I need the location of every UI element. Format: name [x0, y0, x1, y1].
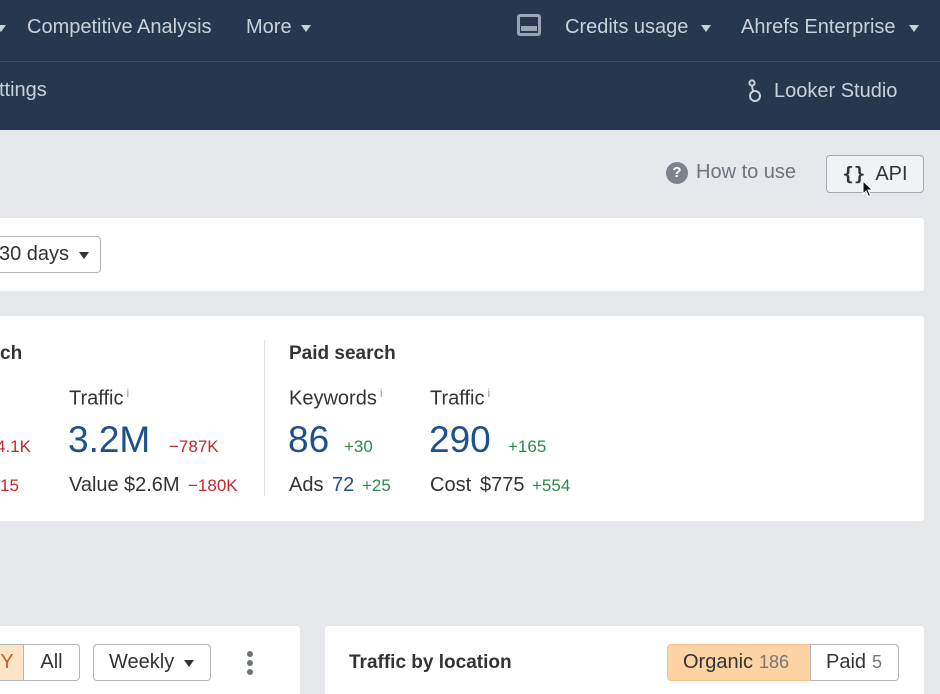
- nav-more-menu[interactable]: More: [246, 14, 311, 40]
- how-to-use-link[interactable]: ? How to use: [666, 161, 796, 184]
- looker-studio-icon: [748, 79, 761, 102]
- nav-more-label: More: [246, 15, 292, 38]
- section-divider: [264, 340, 265, 496]
- paid-traffic-label-text: Traffic: [430, 387, 485, 410]
- organic-traffic-delta: −787K: [169, 437, 219, 456]
- subnav-settings[interactable]: ttings: [0, 79, 47, 102]
- looker-studio-link[interactable]: Looker Studio: [746, 79, 897, 103]
- paid-traffic-delta: +165: [508, 437, 547, 456]
- chevron-down-icon: [701, 24, 712, 32]
- paid-cost-delta: +554: [532, 476, 571, 495]
- account-label: Ahrefs Enterprise: [741, 15, 896, 38]
- chevron-down-icon: [184, 660, 195, 667]
- paid-keywords-label[interactable]: Keywords i: [289, 386, 382, 411]
- organic-toggle[interactable]: Organic 186: [667, 644, 811, 681]
- looker-studio-label: Looker Studio: [774, 79, 898, 102]
- organic-value-label: Value: [69, 474, 119, 496]
- organic-traffic-label-text: Traffic: [69, 387, 124, 410]
- credits-usage-menu[interactable]: Credits usage: [565, 14, 712, 40]
- metrics-card: [0, 316, 924, 521]
- filter-bar: [0, 218, 924, 291]
- help-icon: ?: [666, 161, 688, 184]
- organic-toggle-count: 186: [759, 652, 790, 672]
- period-dropdown[interactable]: 30 days: [0, 236, 101, 273]
- chevron-down-icon: [300, 24, 311, 32]
- paid-toggle-label: Paid: [826, 651, 867, 673]
- paid-keywords-value[interactable]: 86: [288, 419, 330, 460]
- paid-keywords-delta: +30: [344, 437, 373, 456]
- info-icon[interactable]: i: [487, 386, 491, 400]
- paid-ads-delta: +25: [362, 476, 391, 495]
- organic-value-value: $2.6M: [124, 474, 180, 496]
- paid-search-title: Paid search: [289, 343, 396, 364]
- api-label: API: [875, 162, 908, 185]
- range-option-year[interactable]: Y: [0, 644, 24, 681]
- range-option-all[interactable]: All: [23, 644, 80, 681]
- api-button[interactable]: {} API: [826, 155, 924, 193]
- traffic-by-location-title: Traffic by location: [349, 652, 512, 673]
- paid-ads-label: Ads: [289, 474, 324, 496]
- organic-value-delta: −180K: [188, 476, 238, 495]
- info-icon[interactable]: i: [379, 386, 383, 400]
- subnav-settings-label: ttings: [0, 79, 47, 101]
- info-icon[interactable]: i: [126, 386, 130, 400]
- interval-label: Weekly: [109, 651, 175, 673]
- code-braces-icon: {}: [842, 163, 866, 185]
- sub-nav: ttings Looker Studio: [0, 62, 940, 130]
- organic-traffic-label[interactable]: Traffic i: [69, 386, 129, 411]
- chevron-down-icon: [79, 252, 90, 259]
- account-menu[interactable]: Ahrefs Enterprise: [741, 14, 919, 40]
- organic-keywords-delta: 4.1K: [0, 437, 31, 456]
- credits-usage-label: Credits usage: [565, 15, 689, 38]
- paid-cost-label: Cost: [430, 474, 472, 496]
- more-options-icon[interactable]: [246, 651, 254, 675]
- prev-menu-caret[interactable]: [0, 14, 6, 40]
- nav-competitive-analysis[interactable]: Competitive Analysis: [27, 14, 212, 40]
- top-nav: Competitive Analysis More Credits usage …: [0, 0, 940, 62]
- inbox-icon[interactable]: [517, 14, 541, 36]
- mouse-cursor-icon: [862, 180, 874, 198]
- paid-keywords-label-text: Keywords: [289, 387, 377, 410]
- how-to-use-label: How to use: [696, 161, 797, 183]
- period-label: 30 days: [0, 243, 70, 265]
- chevron-down-icon: [908, 24, 919, 32]
- interval-dropdown[interactable]: Weekly: [93, 644, 211, 681]
- organic-traffic-value[interactable]: 3.2M: [68, 419, 151, 460]
- paid-toggle-count: 5: [872, 652, 883, 672]
- paid-traffic-label[interactable]: Traffic i: [430, 386, 490, 411]
- range-option-year-label: Y: [0, 651, 14, 673]
- organic-search-title: ch: [0, 343, 23, 364]
- paid-toggle[interactable]: Paid 5: [810, 644, 899, 681]
- organic-toggle-label: Organic: [683, 651, 754, 673]
- organic-refdomains-delta: 15: [0, 476, 19, 495]
- paid-ads-value[interactable]: 72: [332, 474, 355, 496]
- paid-traffic-value[interactable]: 290: [429, 419, 491, 460]
- range-option-all-label: All: [40, 651, 63, 673]
- paid-cost-value: $775: [480, 474, 525, 496]
- nav-competitive-analysis-label: Competitive Analysis: [27, 15, 212, 38]
